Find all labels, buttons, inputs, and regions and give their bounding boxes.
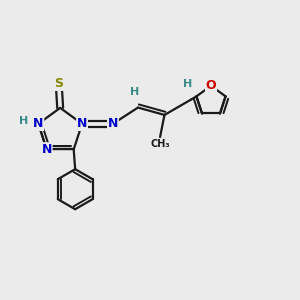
Text: S: S [54, 77, 63, 90]
Text: H: H [183, 79, 192, 89]
Text: N: N [41, 143, 52, 156]
Text: H: H [130, 87, 140, 97]
Text: N: N [77, 117, 87, 130]
Text: N: N [108, 117, 118, 130]
Text: H: H [19, 116, 28, 126]
Text: N: N [33, 117, 43, 130]
Text: O: O [206, 79, 216, 92]
Text: CH₃: CH₃ [150, 140, 170, 149]
